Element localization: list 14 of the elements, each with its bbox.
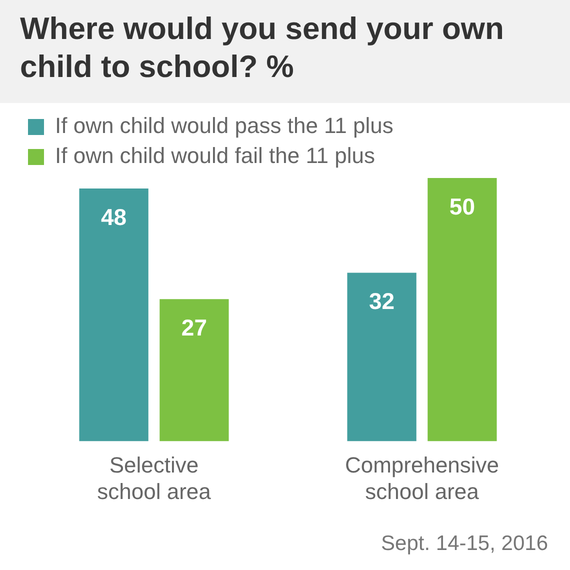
bar: [79, 188, 148, 442]
legend-label: If own child would pass the 11 plus: [55, 113, 394, 138]
data-label: 48: [101, 204, 127, 230]
legend-label: If own child would fail the 11 plus: [55, 143, 375, 168]
x-tick-label: Comprehensive school area: [344, 452, 500, 504]
bar: [347, 272, 416, 442]
bar: [428, 178, 497, 442]
data-label: 32: [369, 288, 395, 314]
data-label: 50: [449, 193, 475, 220]
x-tick-label: Selective school area: [97, 452, 212, 504]
data-label: 27: [181, 314, 207, 340]
bar: [160, 299, 229, 442]
chart-title: Where would you send your own child to school? %: [0, 0, 570, 103]
text: Sept. 14-15, 2016: [381, 532, 548, 556]
